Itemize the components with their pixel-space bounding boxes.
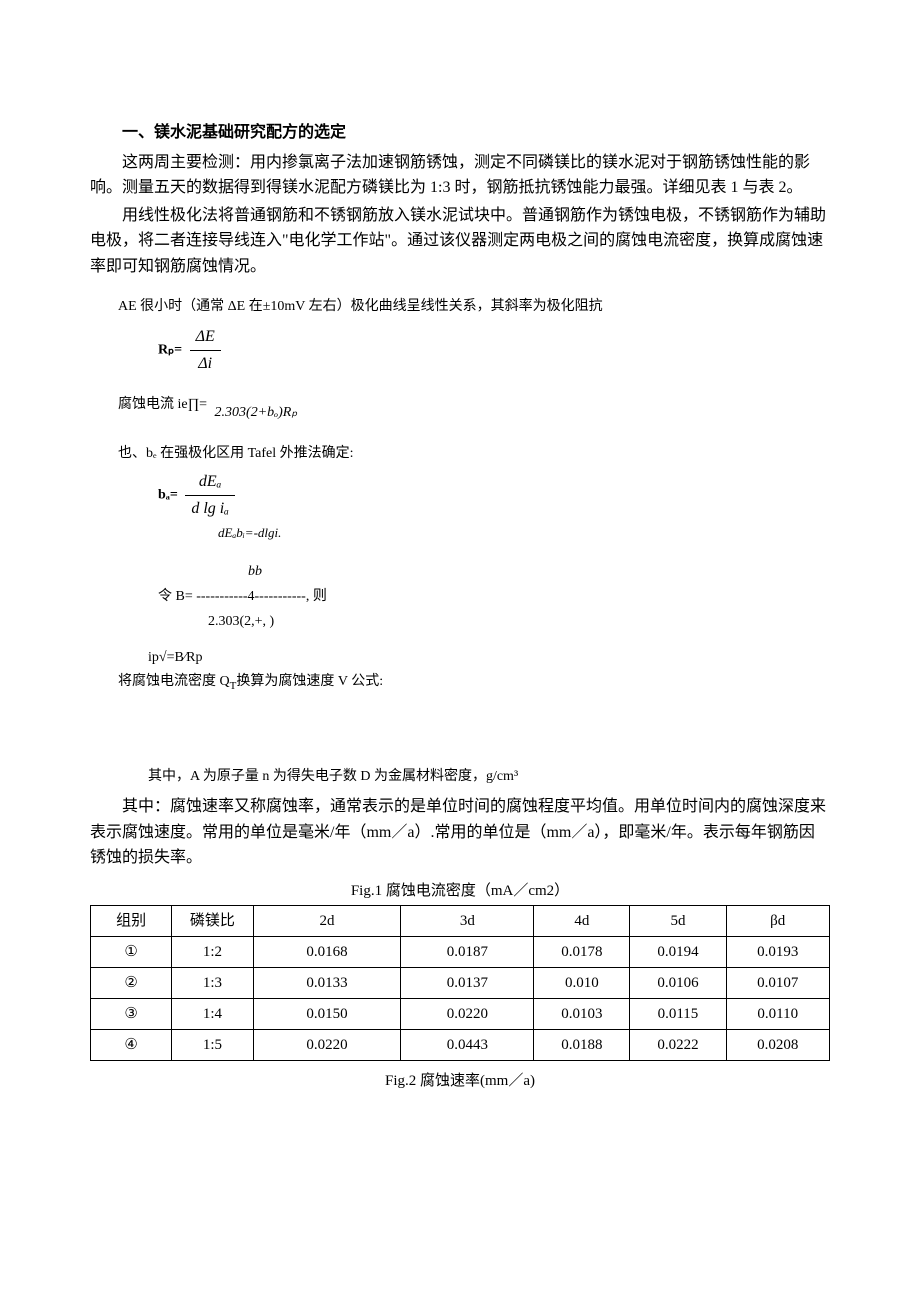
table-header-cell: 3d xyxy=(401,906,534,937)
small-text-1: AE 很小时（通常 ΔE 在±10mV 左右）极化曲线呈线性关系，其斜率为极化阻… xyxy=(118,296,830,318)
formula-block: AE 很小时（通常 ΔE 在±10mV 左右）极化曲线呈线性关系，其斜率为极化阻… xyxy=(118,296,830,789)
table-header-cell: βd xyxy=(726,906,830,937)
table-cell: 0.0208 xyxy=(726,1030,830,1061)
table-row: ①1:20.01680.01870.01780.01940.0193 xyxy=(91,937,830,968)
table-cell: ④ xyxy=(91,1030,172,1061)
table-cell: 1:2 xyxy=(172,937,253,968)
eq-ba-extra: dEₐbᵢ=-dlgi. xyxy=(218,523,830,544)
table-cell: 0.0106 xyxy=(630,968,726,999)
section-heading: 一、镁水泥基础研究配方的选定 xyxy=(90,120,830,146)
table-cell: 0.0133 xyxy=(253,968,401,999)
paragraph-3: 其中：腐蚀速率又称腐蚀率，通常表示的是单位时间的腐蚀程度平均值。用单位时间内的腐… xyxy=(90,794,830,871)
table-header-cell: 2d xyxy=(253,906,401,937)
small-text-4: 将腐蚀电流密度 QT换算为腐蚀速度 V 公式: xyxy=(118,671,830,695)
table-cell: 1:3 xyxy=(172,968,253,999)
table-cell: 0.0188 xyxy=(534,1030,630,1061)
table-cell: 0.0103 xyxy=(534,999,630,1030)
eq-ip: ip√=B⁄Rp xyxy=(148,647,830,669)
table-cell: 0.0187 xyxy=(401,937,534,968)
small-text-2a: 腐蚀电流 ie∏= xyxy=(118,397,207,412)
table-cell: 0.0193 xyxy=(726,937,830,968)
table-row: ②1:30.01330.01370.0100.01060.0107 xyxy=(91,968,830,999)
table-1: 组别磷镁比2d3d4d5dβd ①1:20.01680.01870.01780.… xyxy=(90,905,830,1061)
paragraph-2: 用线性极化法将普通钢筋和不锈钢筋放入镁水泥试块中。普通钢筋作为锈蚀电极，不锈钢筋… xyxy=(90,203,830,280)
table-cell: 0.010 xyxy=(534,968,630,999)
table-header-cell: 4d xyxy=(534,906,630,937)
table-header-cell: 磷镁比 xyxy=(172,906,253,937)
table-cell: 0.0110 xyxy=(726,999,830,1030)
table-cell: ③ xyxy=(91,999,172,1030)
small-text-3: 也、bₑ 在强极化区用 Tafel 外推法确定: xyxy=(118,443,830,465)
table2-caption: Fig.2 腐蚀速率(mm／a) xyxy=(90,1069,830,1093)
table-cell: 0.0107 xyxy=(726,968,830,999)
eq-rp-fraction: ΔE Δi xyxy=(190,324,221,376)
eq-b-bot: 2.303(2,+, ) xyxy=(208,611,830,633)
table-cell: ② xyxy=(91,968,172,999)
table-cell: 1:5 xyxy=(172,1030,253,1061)
table-cell: 0.0137 xyxy=(401,968,534,999)
table-cell: 1:4 xyxy=(172,999,253,1030)
small-text-5: 其中，A 为原子量 n 为得失电子数 D 为金属材料密度，g/cm³ xyxy=(148,766,830,788)
table-cell: 0.0220 xyxy=(401,999,534,1030)
table-cell: 0.0150 xyxy=(253,999,401,1030)
eq-ba-label: bₐ= xyxy=(158,487,178,502)
table-cell: 0.0194 xyxy=(630,937,726,968)
paragraph-1: 这两周主要检测：用内掺氯离子法加速钢筋锈蚀，测定不同磷镁比的镁水泥对于钢筋锈蚀性… xyxy=(90,150,830,201)
table-header-cell: 组别 xyxy=(91,906,172,937)
eq-b-mid: -----------4----------- xyxy=(196,589,306,604)
eq-rp-label: Rₚ= xyxy=(158,342,182,357)
table-row: ③1:40.01500.02200.01030.01150.0110 xyxy=(91,999,830,1030)
table-cell: 0.0222 xyxy=(630,1030,726,1061)
table-cell: 0.0443 xyxy=(401,1030,534,1061)
eq-b-suffix: , 则 xyxy=(306,589,327,604)
eq-b-top: bb xyxy=(248,564,262,581)
table1-caption: Fig.1 腐蚀电流密度（mA／cm2） xyxy=(90,879,830,903)
table-cell: 0.0220 xyxy=(253,1030,401,1061)
table-cell: 0.0168 xyxy=(253,937,401,968)
table-row: ④1:50.02200.04430.01880.02220.0208 xyxy=(91,1030,830,1061)
table-header-cell: 5d xyxy=(630,906,726,937)
table-cell: ① xyxy=(91,937,172,968)
table-cell: 0.0178 xyxy=(534,937,630,968)
table-cell: 0.0115 xyxy=(630,999,726,1030)
eq-ba-fraction: dEₐ d lg iₐ xyxy=(185,469,235,521)
eq-ie-denominator: 2.303(2+bₒ)Rₚ xyxy=(215,405,298,420)
eq-b-prefix: 令 B= xyxy=(158,589,193,604)
